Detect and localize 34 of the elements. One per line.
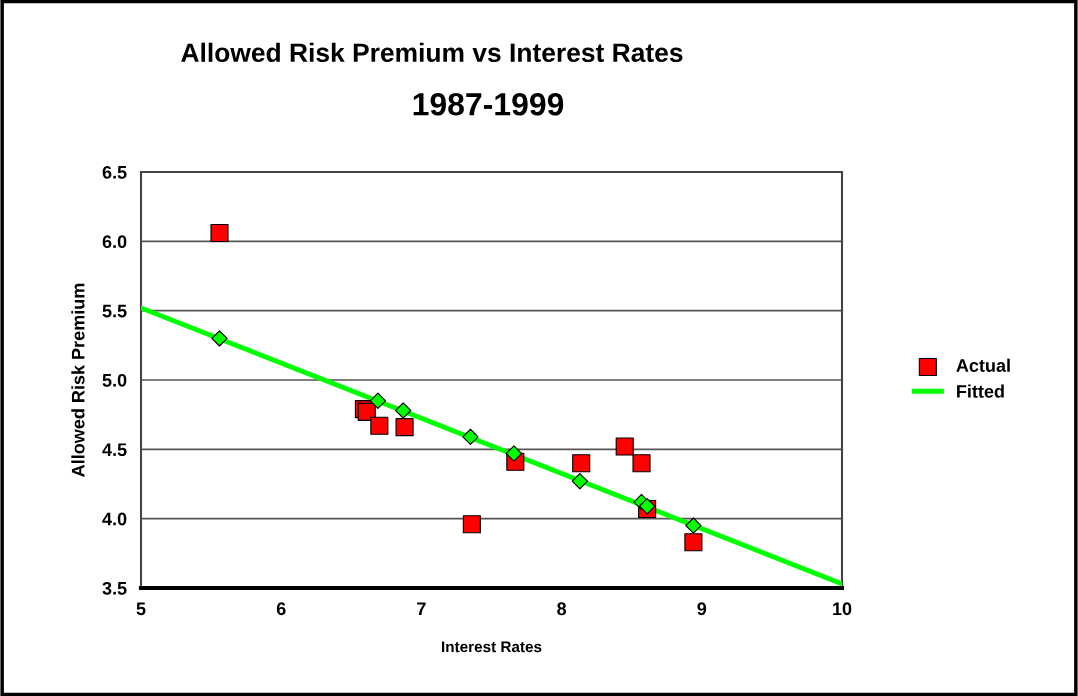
y-tick-label: 4.5 bbox=[102, 443, 127, 457]
x-tick-label: 6 bbox=[276, 602, 286, 616]
point bbox=[505, 445, 523, 462]
point bbox=[395, 402, 412, 419]
point bbox=[210, 223, 229, 243]
point bbox=[211, 330, 228, 347]
point bbox=[462, 428, 479, 446]
y-axis-title: Allowed Risk Premium bbox=[71, 283, 85, 477]
y-tick-label: 4.0 bbox=[102, 512, 127, 526]
point bbox=[632, 454, 651, 473]
point bbox=[369, 392, 387, 409]
point bbox=[615, 437, 634, 456]
y-tick-label: 5.0 bbox=[102, 373, 127, 387]
point bbox=[462, 515, 481, 534]
x-tick-label: 10 bbox=[833, 602, 852, 616]
point bbox=[395, 418, 414, 437]
legend-label: Fitted bbox=[957, 384, 1004, 398]
point bbox=[685, 517, 702, 534]
y-tick-label: 6.5 bbox=[102, 165, 127, 179]
point bbox=[684, 533, 703, 552]
x-tick-label: 5 bbox=[136, 602, 146, 616]
x-tick-label: 7 bbox=[417, 602, 426, 615]
point bbox=[571, 473, 588, 490]
y-tick-label: 3.5 bbox=[102, 581, 127, 595]
x-tick-label: 9 bbox=[697, 602, 707, 616]
legend-label: Actual bbox=[956, 358, 1010, 372]
x-tick-label: 8 bbox=[557, 602, 567, 616]
point bbox=[572, 454, 591, 473]
chart-subtitle: 1987-1999 bbox=[413, 92, 564, 116]
y-tick-label: 5.5 bbox=[102, 304, 127, 318]
point bbox=[370, 416, 389, 435]
chart-title: Allowed Risk Premium vs Interest Rates bbox=[181, 42, 683, 63]
y-tick-label: 6.0 bbox=[102, 235, 127, 249]
x-axis-title: Interest Rates bbox=[442, 641, 542, 653]
